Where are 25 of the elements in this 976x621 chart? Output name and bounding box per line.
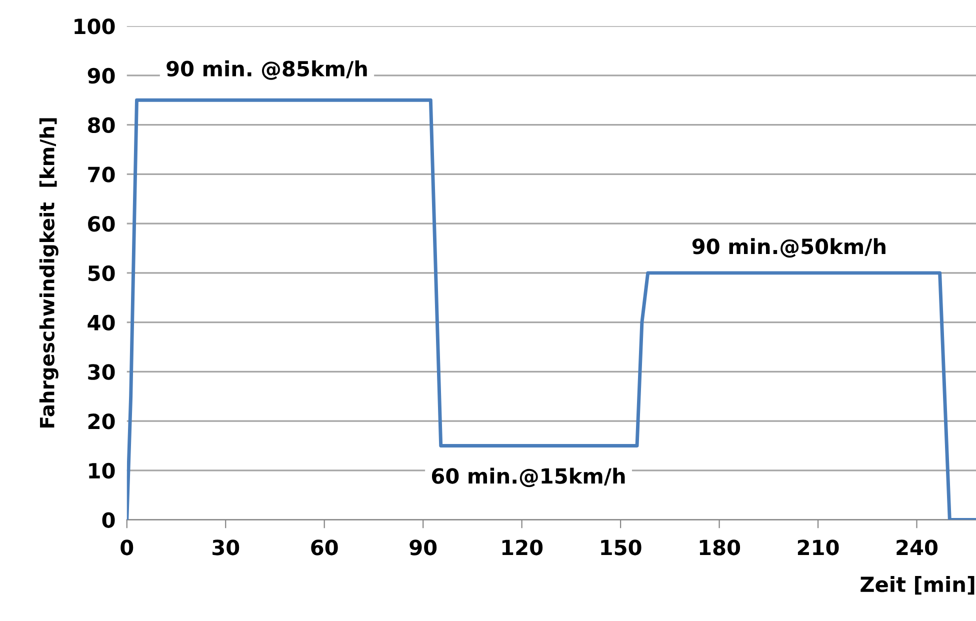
y-tick-label: 30 [88, 364, 115, 380]
y-tick-label: 0 [102, 512, 115, 528]
y-tick-label: 90 [88, 68, 115, 84]
x-tick-label: 0 [120, 540, 134, 556]
y-tick-label: 10 [89, 462, 115, 479]
y-tick-label: 60 [88, 216, 115, 232]
y-tick-label: 50 [88, 265, 115, 282]
y-axis-title: Fahrgeschwindigkeit [km/h] [39, 118, 58, 428]
y-tick-label: 100 [74, 18, 115, 34]
y-tick-label: 20 [88, 413, 115, 430]
x-tick-label: 180 [700, 540, 740, 556]
x-tick-label: 30 [212, 540, 240, 556]
annotation: 90 min. @85km/h [166, 60, 367, 80]
y-tick-label: 70 [88, 166, 115, 182]
x-tick-label: 120 [502, 540, 543, 556]
annotation: 60 min.@15km/h [432, 468, 625, 488]
x-tick-label: 90 [410, 540, 437, 556]
x-axis-title: Zeit [min] [860, 576, 974, 595]
x-tick-label: 210 [798, 540, 839, 556]
y-tick-label: 80 [88, 117, 115, 134]
x-tick-label: 150 [601, 540, 642, 556]
annotation: 90 min.@50km/h [692, 238, 886, 258]
y-tick-label: 40 [88, 314, 115, 331]
x-tick-label: 240 [896, 540, 938, 556]
x-tick-label: 60 [311, 540, 338, 556]
